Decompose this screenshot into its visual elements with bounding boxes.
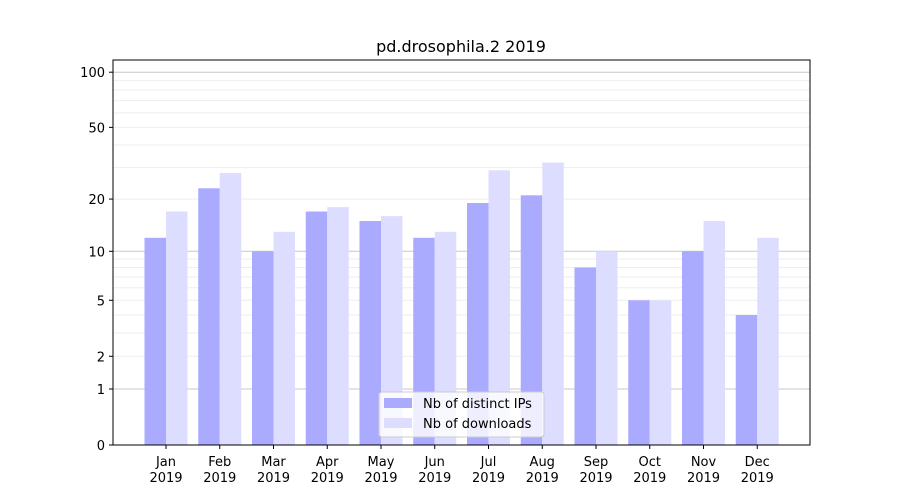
- x-tick-label: Jul 2019: [472, 455, 505, 486]
- legend-label: Nb of distinct IPs: [423, 397, 532, 412]
- y-tick-label: 100: [80, 66, 105, 81]
- bar-downloads: [273, 231, 295, 445]
- x-tick-label: May 2019: [364, 455, 397, 486]
- y-tick-label: 1: [97, 383, 105, 398]
- chart-title: pd.drosophila.2 2019: [376, 37, 546, 56]
- y-tick-label: 10: [88, 245, 105, 260]
- bar-distinct-ips: [252, 251, 274, 445]
- bar-downloads: [381, 216, 403, 445]
- y-tick-label: 20: [88, 193, 105, 208]
- bar-distinct-ips: [198, 188, 220, 446]
- bar-distinct-ips: [305, 211, 328, 445]
- x-tick-label: Mar 2019: [257, 455, 290, 486]
- legend: Nb of distinct IPs Nb of downloads: [378, 391, 545, 438]
- bar-downloads: [757, 237, 779, 445]
- legend-swatch: [384, 418, 412, 428]
- plot-frame: [112, 59, 811, 446]
- y-tick-label: 5: [97, 294, 105, 309]
- x-tick-label: Jun 2019: [418, 455, 451, 486]
- bar-downloads: [649, 300, 672, 445]
- bar-downloads: [596, 251, 618, 445]
- bar-distinct-ips: [359, 221, 381, 445]
- bar-downloads: [327, 207, 349, 445]
- legend-swatch: [384, 398, 412, 408]
- bar-distinct-ips: [144, 237, 166, 445]
- x-tick-label: Feb 2019: [203, 455, 236, 486]
- y-tick-label: 50: [88, 121, 105, 136]
- bar-distinct-ips: [682, 251, 704, 445]
- bar-downloads: [219, 172, 242, 446]
- x-tick-label: Oct 2019: [633, 455, 666, 486]
- bar-distinct-ips: [574, 267, 596, 445]
- y-tick-label: 2: [97, 350, 105, 365]
- bar-downloads: [488, 170, 510, 446]
- y-tick-label: 0: [97, 439, 105, 454]
- legend-box: [378, 391, 545, 438]
- bar-distinct-ips: [735, 314, 758, 445]
- bar-downloads: [166, 211, 188, 445]
- bar-distinct-ips: [467, 203, 489, 445]
- bar-distinct-ips: [520, 195, 543, 445]
- x-tick-label: Aug 2019: [526, 455, 559, 486]
- x-tick-label: Nov 2019: [687, 455, 720, 486]
- x-tick-label: Dec 2019: [741, 455, 774, 486]
- x-tick-label: Jan 2019: [149, 455, 182, 486]
- bar-distinct-ips: [628, 300, 650, 445]
- legend-label: Nb of downloads: [423, 417, 532, 432]
- x-tick-label: Apr 2019: [311, 455, 344, 486]
- bar-downloads: [542, 162, 564, 446]
- x-tick-label: Sep 2019: [579, 455, 612, 486]
- bar-downloads: [703, 221, 725, 445]
